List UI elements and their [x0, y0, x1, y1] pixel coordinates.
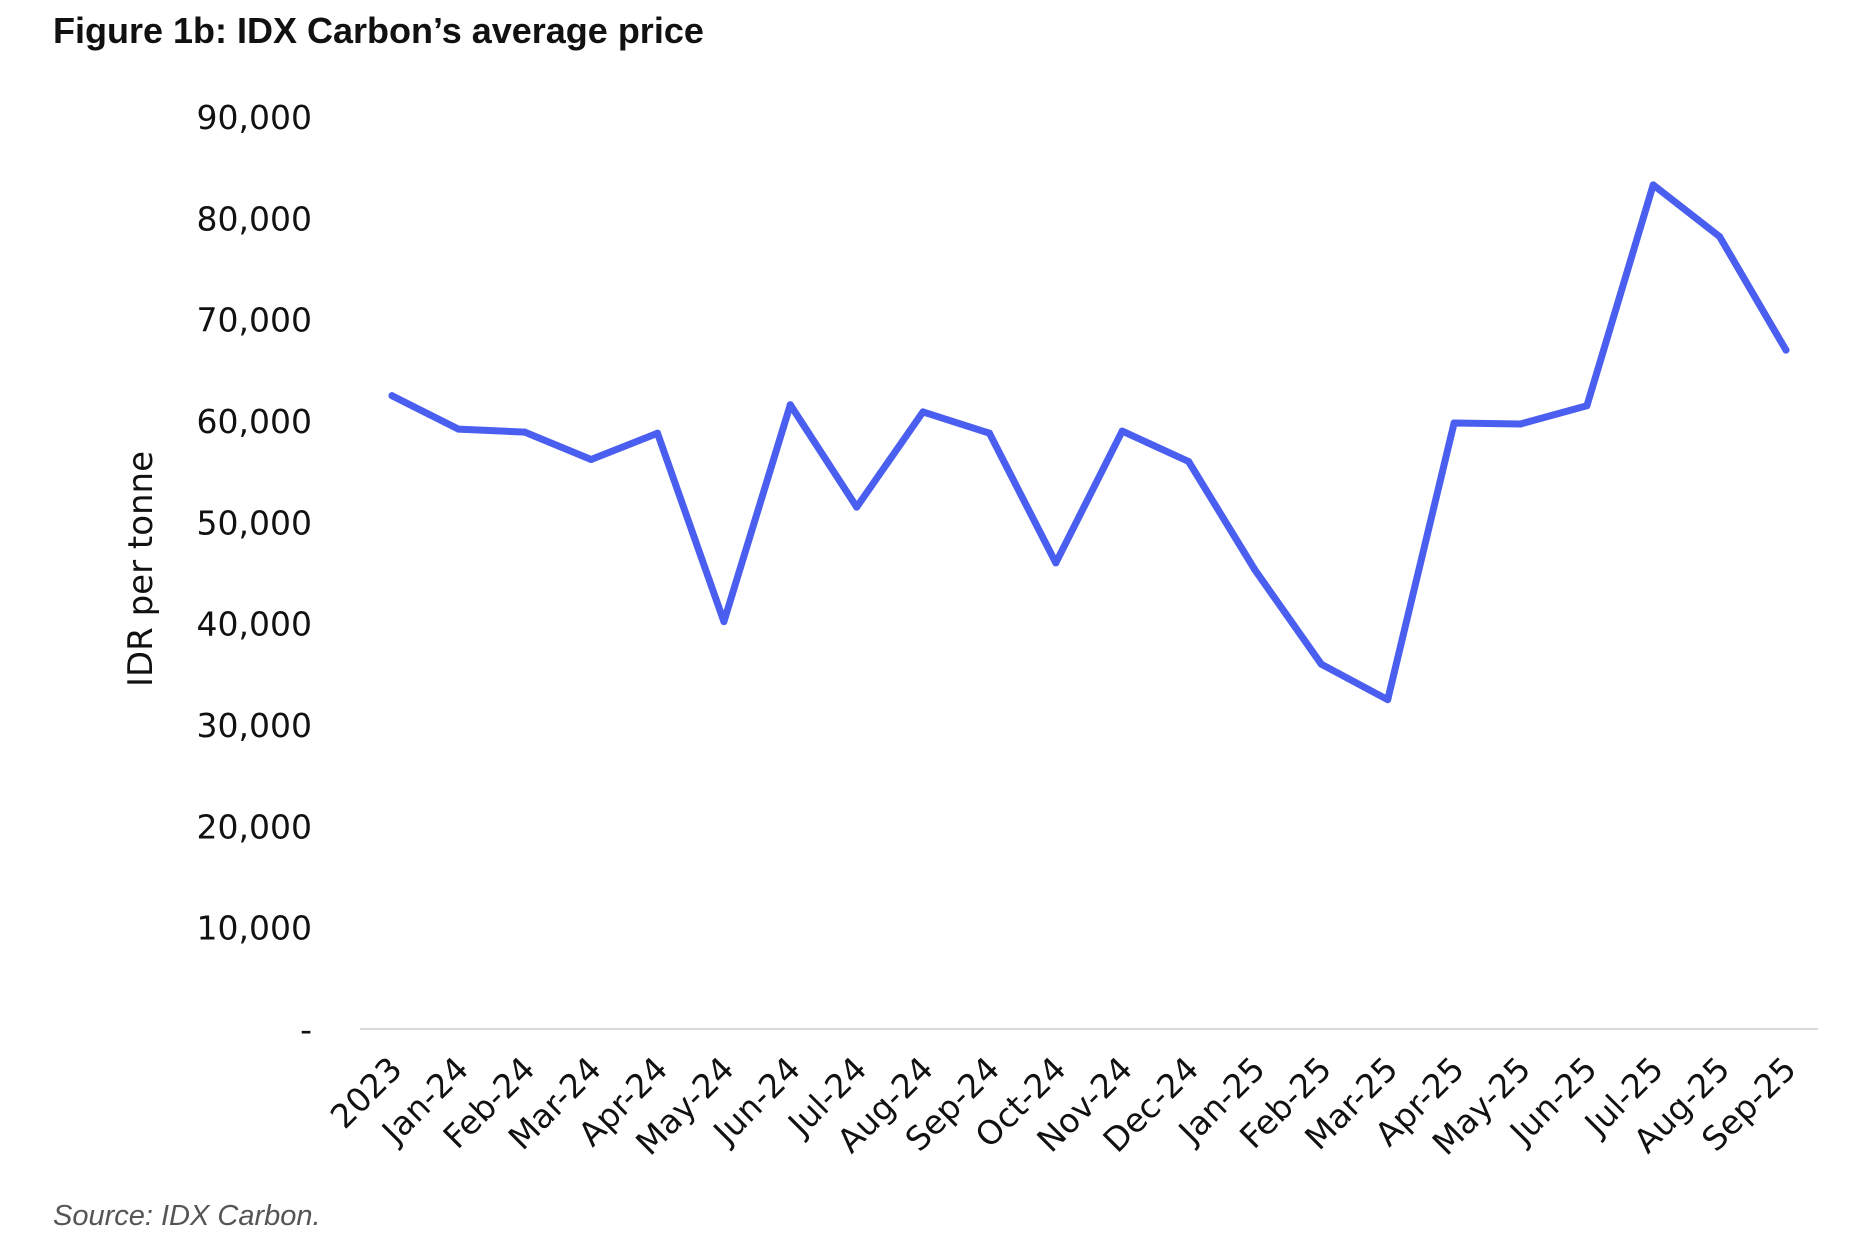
figure-title: Figure 1b: IDX Carbon’s average price	[53, 10, 704, 51]
data-point	[919, 408, 927, 416]
series-line	[388, 181, 1790, 704]
y-tick-label: 30,000	[197, 706, 312, 745]
data-point	[454, 425, 462, 433]
y-tick-label: 60,000	[197, 402, 312, 441]
y-axis-ticks: - 10,000 20,000 30,000 40,000 50,000 60,000 70,…	[197, 98, 312, 1049]
y-tick-label: 50,000	[197, 503, 312, 542]
data-point	[853, 503, 861, 511]
data-point	[1118, 427, 1126, 435]
data-point	[1052, 559, 1060, 567]
data-point	[1649, 181, 1657, 189]
data-point	[985, 429, 993, 437]
data-point	[1384, 696, 1392, 704]
data-point	[1251, 566, 1259, 574]
data-point	[587, 456, 595, 464]
data-point	[1317, 660, 1325, 668]
data-point	[521, 428, 529, 436]
data-point	[786, 401, 794, 409]
y-tick-label: 70,000	[197, 301, 312, 340]
y-tick-label: 40,000	[197, 605, 312, 644]
y-tick-label: 80,000	[197, 199, 312, 238]
data-point	[720, 618, 728, 626]
y-tick-label: 20,000	[197, 807, 312, 846]
data-point	[1782, 346, 1790, 354]
data-point	[1716, 233, 1724, 241]
data-point	[1450, 419, 1458, 427]
data-points	[388, 181, 1790, 704]
data-point	[1516, 420, 1524, 428]
y-tick-label: 90,000	[197, 98, 312, 137]
source-note: Source: IDX Carbon.	[53, 1200, 321, 1232]
y-axis-title: IDR per tonne	[121, 451, 161, 687]
y-tick-label: 10,000	[197, 909, 312, 948]
y-tick-label: -	[300, 1010, 312, 1049]
x-axis-ticks: 2023Jan-24Feb-24Mar-24Apr-24May-24Jun-24…	[323, 1049, 1804, 1163]
data-point	[1583, 402, 1591, 410]
data-point	[654, 429, 662, 437]
data-point	[388, 392, 396, 400]
data-point	[1185, 458, 1193, 466]
